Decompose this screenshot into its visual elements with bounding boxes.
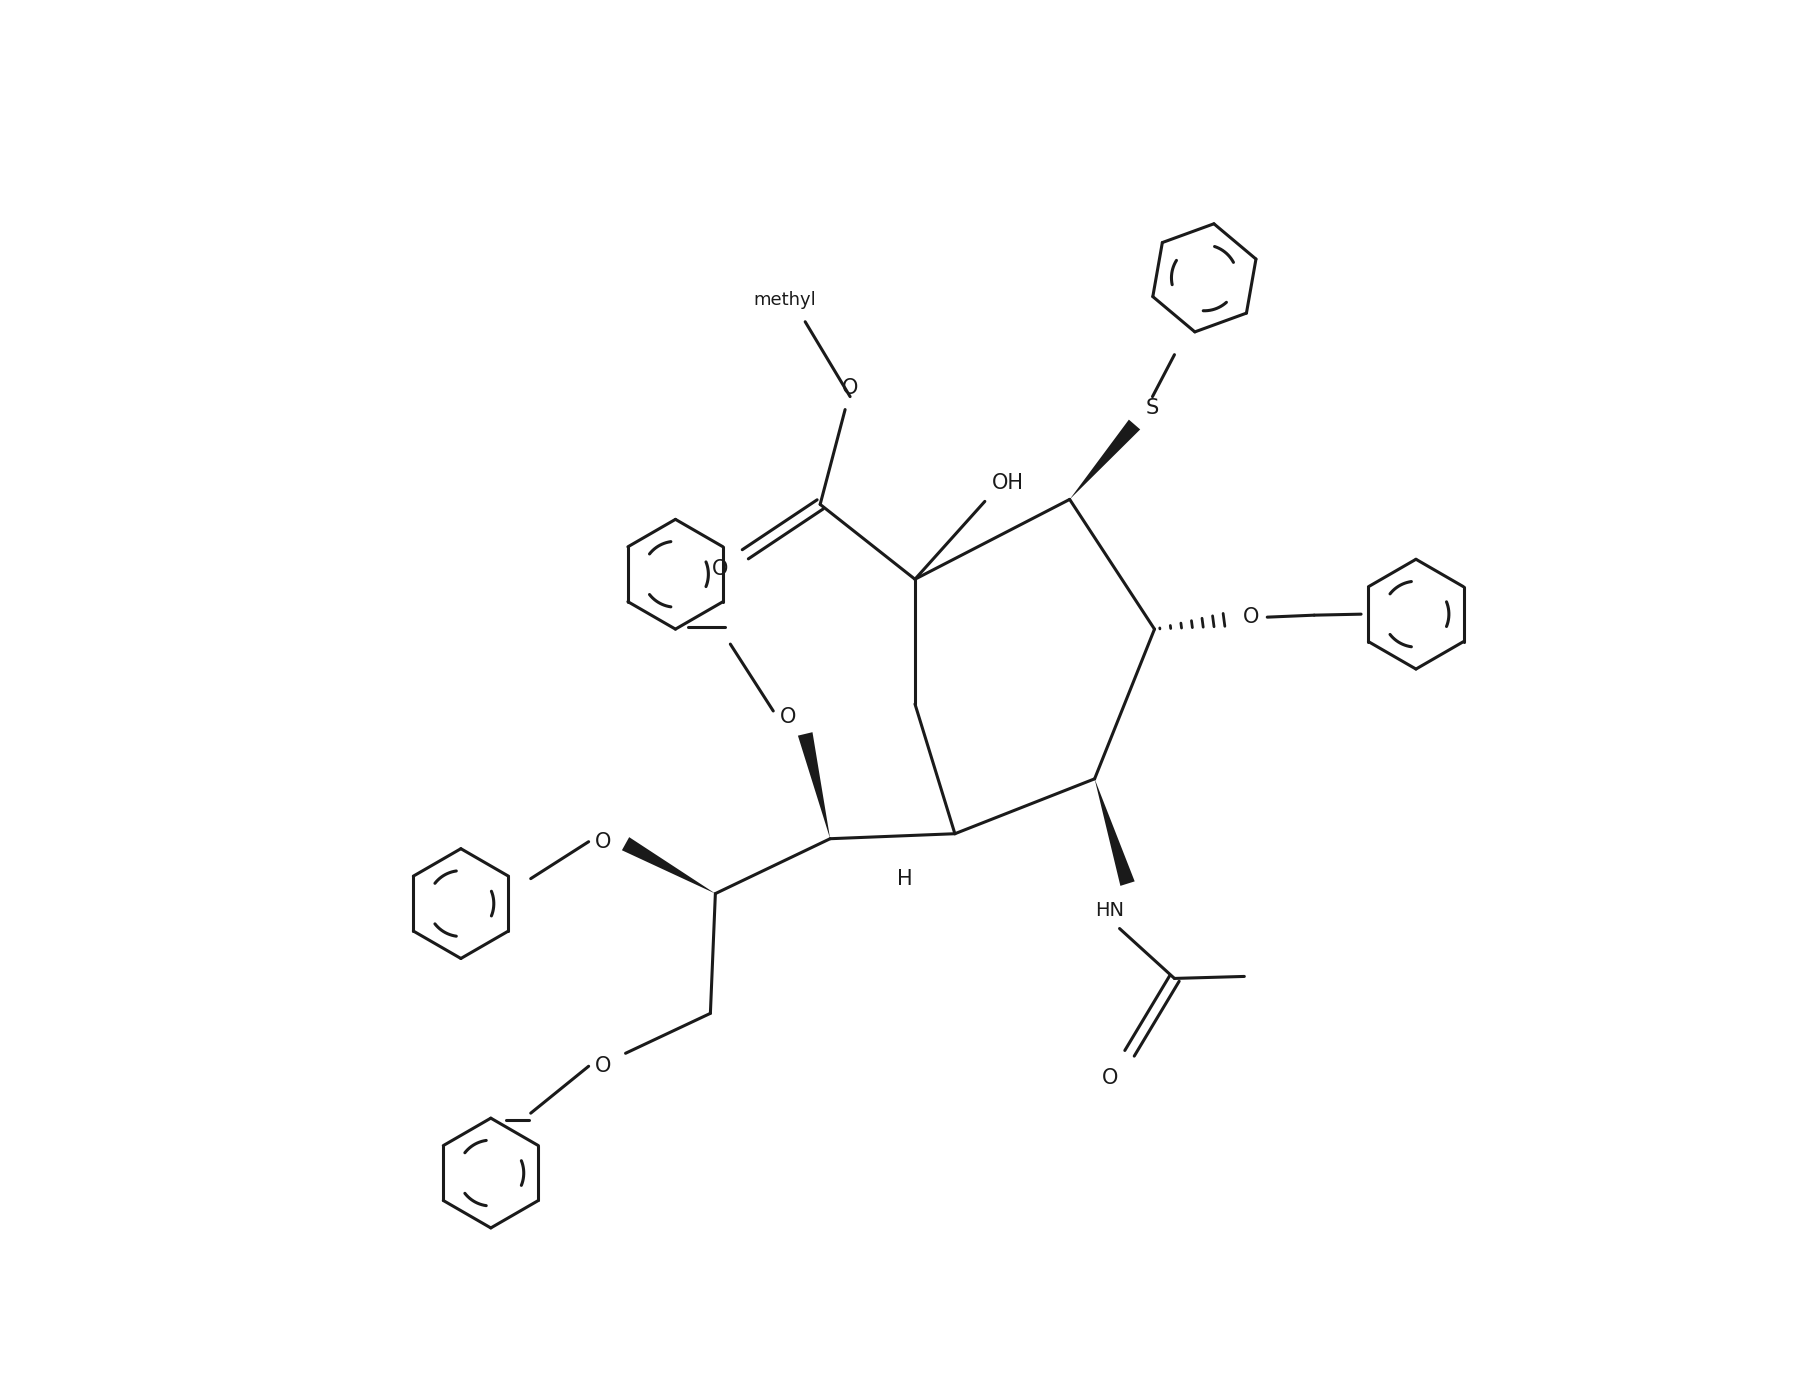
Text: HN: HN [1094,901,1123,920]
Text: O: O [779,707,796,726]
Polygon shape [623,838,715,893]
Polygon shape [797,732,830,839]
Text: O: O [594,1056,610,1076]
Text: O: O [842,378,859,397]
Text: O: O [1244,607,1260,628]
Text: OH: OH [992,474,1024,493]
Polygon shape [1069,419,1139,500]
Polygon shape [1094,779,1134,886]
Text: methyl: methyl [754,290,817,308]
Text: O: O [594,832,610,851]
Text: O: O [713,560,729,579]
Text: O: O [1102,1068,1118,1088]
Text: S: S [1147,397,1159,418]
Text: H: H [896,868,913,889]
